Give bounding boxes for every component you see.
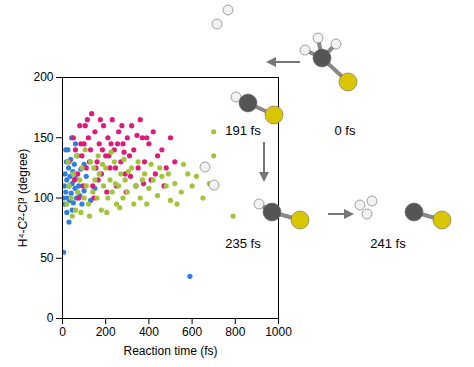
svg-text:1000: 1000 <box>265 325 292 339</box>
svg-text:0: 0 <box>59 325 66 339</box>
svg-text:600: 600 <box>182 325 202 339</box>
svg-text:200: 200 <box>96 325 116 339</box>
svg-text:0: 0 <box>47 311 54 325</box>
svg-text:241 fs: 241 fs <box>370 236 406 251</box>
svg-text:Reaction time (fs): Reaction time (fs) <box>123 344 217 358</box>
svg-text:150: 150 <box>33 131 53 145</box>
svg-text:0 fs: 0 fs <box>335 123 356 138</box>
svg-text:100: 100 <box>33 191 53 205</box>
svg-text:235 fs: 235 fs <box>225 236 261 251</box>
svg-text:800: 800 <box>225 325 245 339</box>
svg-text:H⁴-C²-Cl³ (degree): H⁴-C²-Cl³ (degree) <box>16 149 30 248</box>
svg-text:50: 50 <box>40 251 54 265</box>
svg-text:400: 400 <box>139 325 159 339</box>
svg-text:191 fs: 191 fs <box>225 123 261 138</box>
svg-text:200: 200 <box>33 70 53 84</box>
